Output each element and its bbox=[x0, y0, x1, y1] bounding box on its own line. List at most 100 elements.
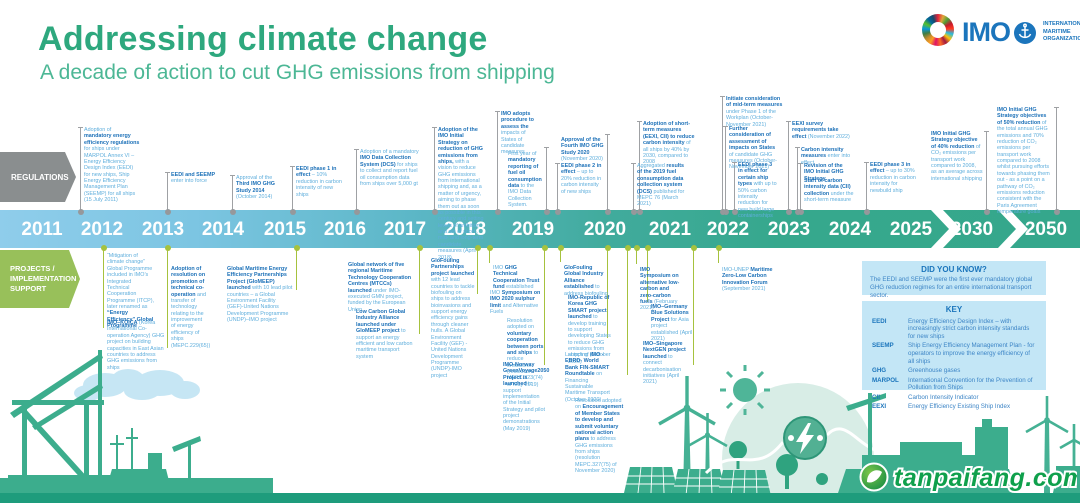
event-text-bold: IMO–Singapore NextGEN project launched bbox=[643, 341, 686, 360]
key-definition: Ship Energy Efficiency Management Plan -… bbox=[908, 342, 1035, 365]
regulation-event: Revision of the IMO Initial GHG Strategy bbox=[804, 163, 854, 182]
key-row: EEXI Energy Efficiency Existing Ship Inde… bbox=[862, 401, 1046, 410]
project-stem bbox=[690, 245, 697, 365]
year-2011: 2011 bbox=[21, 219, 63, 240]
project-event: IMO–Germany Blue Solutions Project for A… bbox=[651, 304, 693, 342]
project-event: Adoption of resolution on promotion of t… bbox=[171, 266, 210, 349]
regulation-stem bbox=[794, 147, 801, 215]
year-2030: 2030 bbox=[950, 219, 994, 240]
timeline-band bbox=[0, 210, 1080, 248]
regulation-stem bbox=[554, 163, 561, 215]
key-definition: Energy Efficiency Design Index – with in… bbox=[908, 317, 1030, 341]
event-text-bold: mandatory energy efficiency regulations bbox=[84, 133, 140, 146]
project-event: Global Maritime Energy Efficiency Partne… bbox=[227, 266, 293, 323]
project-event: Low Carbon Global Industry Alliance laun… bbox=[356, 309, 416, 360]
event-text-bold: EEDI phase 3 in effect bbox=[870, 162, 911, 175]
event-text-rest: (November 2022) bbox=[806, 133, 850, 140]
project-stem bbox=[486, 245, 493, 263]
year-2019: 2019 bbox=[511, 219, 555, 240]
regulation-stem bbox=[719, 96, 726, 215]
key-definition: Carbon Intensity Indicator bbox=[908, 393, 979, 401]
imo-logo-letters: IMO bbox=[962, 17, 1011, 47]
regulation-event: EEDI phase 1 in effect – 10% reduction i… bbox=[296, 166, 342, 198]
did-you-know-title: DID YOU KNOW? bbox=[921, 265, 987, 274]
regulation-stem bbox=[983, 131, 990, 215]
key-definition: Greenhouse gases bbox=[908, 367, 961, 375]
event-text-rest: to reduce emissions (resolution MEPC.323… bbox=[507, 349, 543, 388]
key-row: CII Carbon Intensity Indicator bbox=[862, 392, 1046, 401]
event-text-rest: (September 2021) bbox=[722, 286, 766, 293]
watermark-text: tanpaifang.com bbox=[894, 464, 1077, 492]
page-subtitle: A decade of action to cut GHG emissions … bbox=[40, 61, 555, 84]
regulation-event: EEDI phase 2 in effect – up to 20% reduc… bbox=[561, 163, 603, 195]
event-text-rest: with 10 lead pilot countries – a Global … bbox=[227, 285, 293, 323]
event-text-rest: – up to 20% reduction in carbon intensit… bbox=[561, 169, 602, 195]
regulation-event: EEDI phase 3 in effect – up to 30% reduc… bbox=[870, 162, 918, 194]
event-text-rest: enter into effect bbox=[801, 153, 851, 166]
year-2022: 2022 bbox=[706, 219, 750, 240]
event-text-rest: to develop training to support developin… bbox=[568, 314, 611, 365]
watermark-logo-icon bbox=[859, 462, 889, 492]
regulation-event: First year of mandatory reporting of fue… bbox=[508, 151, 542, 208]
clouds-icon bbox=[74, 369, 200, 401]
year-2023: 2023 bbox=[767, 219, 811, 240]
event-text-rest: with up to 50% carbon intensity reductio… bbox=[738, 181, 777, 219]
regulation-event: Initiate consideration of mid-term measu… bbox=[726, 96, 784, 128]
event-text-bold: Start of carbon intensity data (CII) col… bbox=[804, 178, 851, 197]
event-text-rest: for ships under MARPOL Annex VI – Energy… bbox=[84, 146, 136, 204]
regulation-event: Adoption of the IMO Initial Strategy on … bbox=[438, 127, 484, 261]
event-text-pre: Launch of bbox=[565, 352, 591, 358]
project-event: Global network of five regional Maritime… bbox=[348, 262, 416, 313]
regulation-event: IMO Initial GHG Strategy objectives of 5… bbox=[997, 107, 1053, 215]
regulation-event: Start of carbon intensity data (CII) col… bbox=[804, 178, 854, 204]
event-text-bold: Symposium on IMO 2020 sulphur limit bbox=[490, 290, 541, 309]
regulation-stem bbox=[604, 134, 611, 215]
event-text-bold: Approval of the Fourth IMO GHG Study 202… bbox=[561, 137, 604, 156]
event-text-bold: IMO Initial GHG Strategy objective of 40… bbox=[931, 131, 978, 150]
imo-logo: IMO INTERNATIONAL MARITIME ORGANIZATION bbox=[962, 17, 1080, 48]
project-event: IMO–Singapore NextGEN project launched t… bbox=[643, 341, 691, 386]
regulation-stem bbox=[863, 162, 870, 215]
project-event: IMO-Norway GreenVoyage2050 Project is la… bbox=[503, 362, 549, 432]
event-text-bold: Maritime Zero-Low Carbon Innovation Foru… bbox=[722, 267, 773, 286]
regulation-event: EEDI phase 3 in effect for certain ship … bbox=[738, 162, 778, 219]
project-event: IMO GHG Technical Cooperation Trust fund… bbox=[493, 265, 541, 291]
chevron-separator-icon bbox=[931, 210, 961, 248]
watermark: tanpaifang.com bbox=[859, 462, 1077, 494]
regulation-stem bbox=[630, 163, 637, 215]
event-text-rest: under Phase 1 of the Workplan (October-N… bbox=[726, 108, 777, 128]
key-box: KEY EEDI Energy Efficiency Design Index –… bbox=[862, 301, 1046, 410]
event-text-rest: to support implementation of the Initial… bbox=[503, 381, 545, 432]
event-text-rest: to address GHG emissions from ships (res… bbox=[575, 436, 617, 475]
project-event: IMO–KOICA (Korea International Co-operat… bbox=[107, 320, 169, 371]
event-text-rest: – up to 30% reduction in carbon intensit… bbox=[870, 168, 916, 194]
event-text-bold: Adoption of the IMO Initial Strategy on … bbox=[438, 127, 483, 165]
event-text-rest: enter into force bbox=[171, 178, 207, 185]
regulation-stem bbox=[289, 166, 296, 215]
regulation-stem bbox=[431, 127, 438, 215]
event-text-bold: EEDI and SEEMP bbox=[171, 172, 216, 178]
event-text-rest: (Korea International Co-operation Agency… bbox=[107, 320, 165, 371]
year-2013: 2013 bbox=[141, 219, 185, 240]
regulation-stem bbox=[77, 127, 84, 215]
project-event: IMO Symposium on alternative low-carbon … bbox=[640, 267, 680, 312]
year-2021: 2021 bbox=[648, 219, 692, 240]
ground-strip bbox=[0, 493, 1080, 503]
event-text-bold: Adoption of resolution on promotion of t… bbox=[171, 266, 206, 298]
event-text-bold: IMO adopts procedure to assess the bbox=[501, 111, 534, 130]
regulation-event: EEDI and SEEMP enter into force bbox=[171, 172, 219, 185]
project-event: IMO Symposium on IMO 2020 sulphur limit … bbox=[490, 290, 542, 316]
regulation-event: Approval of the Fourth IMO GHG Study 202… bbox=[561, 137, 605, 163]
event-text-bold: results of the 2019 fuel consumption dat… bbox=[637, 163, 685, 195]
did-you-know-text: The EEDI and SEEMP were the first ever m… bbox=[870, 276, 1033, 300]
key-title: KEY bbox=[945, 305, 963, 314]
project-event: “Mitigation of climate change” Global Pr… bbox=[107, 253, 155, 330]
regulation-event: EEXI survey requirements take effect (No… bbox=[792, 121, 854, 140]
project-stem bbox=[633, 245, 640, 264]
project-event: GloFouling Global Industry Alliance esta… bbox=[564, 265, 610, 297]
event-text-pre: Aggregated bbox=[637, 163, 667, 169]
regulation-stem bbox=[1053, 107, 1060, 215]
year-2012: 2012 bbox=[80, 219, 124, 240]
regulation-stem bbox=[164, 172, 171, 215]
year-2024: 2024 bbox=[828, 219, 872, 240]
